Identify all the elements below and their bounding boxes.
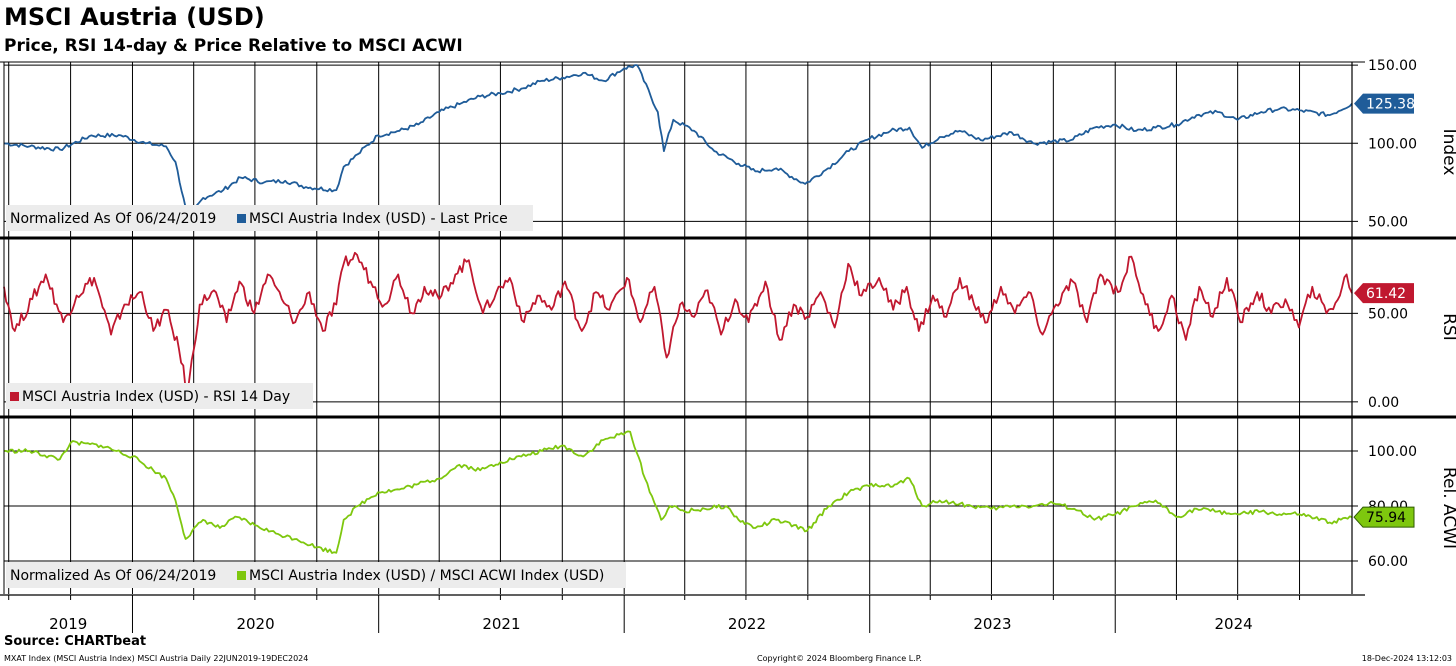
y-axis-label: RSI	[1439, 313, 1456, 341]
footer-copyright: Copyright© 2024 Bloomberg Finance L.P.	[757, 654, 922, 663]
legends: Normalized As Of 06/24/2019 MSCI Austria …	[6, 205, 626, 588]
y-tick-label: 100.00	[1368, 136, 1417, 152]
legend-series-name: MSCI Austria Index (USD) / MSCI ACWI Ind…	[249, 568, 604, 584]
legend-swatch	[237, 571, 246, 580]
series-line-rsi	[3, 251, 1353, 394]
y-tick-label: 150.00	[1368, 58, 1417, 74]
series-line-relative	[3, 430, 1353, 554]
series-lines	[3, 64, 1353, 554]
y-tick-label: 50.00	[1368, 214, 1408, 230]
last-value-tag	[1354, 283, 1414, 304]
legend-swatch	[237, 214, 246, 223]
y-tick-label: 100.00	[1368, 444, 1417, 460]
legend-swatch	[10, 392, 19, 401]
legend-normalized-note: Normalized As Of 06/24/2019	[10, 568, 216, 584]
y-tick-label: 50.00	[1368, 306, 1408, 322]
source-note: Source: CHARTbeat	[4, 634, 147, 649]
y-tick-label: 60.00	[1368, 554, 1408, 570]
footer-ticker-info: MXAT Index (MSCI Austria Index) MSCI Aus…	[4, 654, 309, 663]
y-axis-label: Rel. ACWI	[1439, 467, 1456, 549]
legend-box	[6, 383, 313, 409]
chart-title: MSCI Austria (USD)	[4, 3, 265, 31]
last-value-label: 125.38	[1366, 97, 1415, 113]
footer-timestamp: 18-Dec-2024 13:12:03	[1361, 654, 1452, 663]
last-value-tag	[1353, 506, 1415, 528]
x-year-label: 2024	[1215, 615, 1253, 633]
gridlines	[4, 62, 1352, 594]
x-year-label: 2022	[728, 615, 766, 633]
legend-normalized-note: Normalized As Of 06/24/2019	[10, 211, 216, 227]
legend-series-name: MSCI Austria Index (USD) - RSI 14 Day	[22, 389, 290, 405]
x-year-label: 2019	[49, 615, 87, 633]
series-line-price	[3, 64, 1353, 220]
legend-box	[6, 205, 533, 231]
legend-box	[6, 562, 626, 588]
x-year-label: 2023	[973, 615, 1011, 633]
last-value-tag	[1354, 93, 1414, 114]
axes: 150.00 100.00 50.00 125.38 Index 50.00 0.00 61.…	[0, 58, 1456, 633]
chart-subtitle: Price, RSI 14-day & Price Relative to MS…	[4, 36, 463, 56]
x-year-label: 2020	[236, 615, 274, 633]
y-tick-label: 0.00	[1368, 395, 1399, 411]
last-value-label: 61.42	[1366, 286, 1406, 302]
legend-series-name: MSCI Austria Index (USD) - Last Price	[249, 211, 508, 227]
x-year-label: 2021	[482, 615, 520, 633]
last-value-label: 75.94	[1366, 510, 1406, 526]
y-axis-label: Index	[1439, 129, 1456, 176]
